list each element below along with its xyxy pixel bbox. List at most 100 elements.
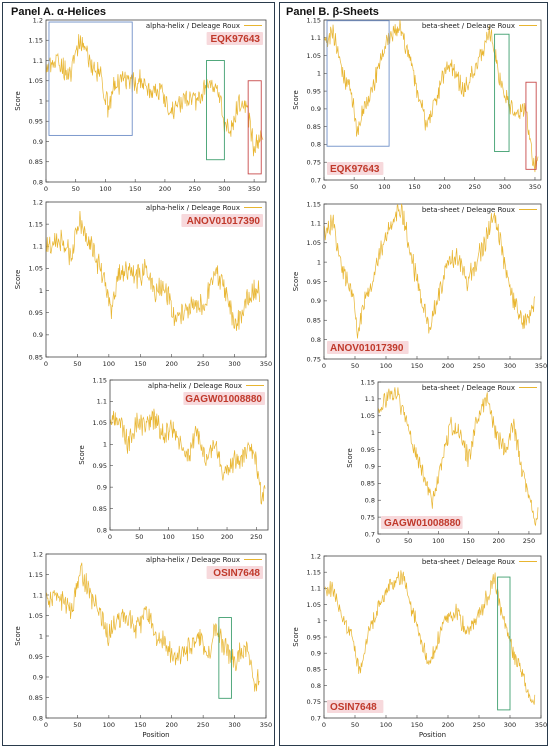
x-tick-label: 100 bbox=[103, 721, 115, 729]
sequence-id-label: OSIN7648 bbox=[213, 568, 260, 579]
y-tick-label: 1.05 bbox=[29, 77, 43, 85]
x-tick-label: 0 bbox=[322, 362, 326, 370]
y-tick-label: 0.95 bbox=[307, 278, 321, 286]
sequence-id-background bbox=[206, 32, 263, 45]
x-tick-label: 50 bbox=[73, 360, 81, 368]
x-tick-label: 0 bbox=[44, 721, 48, 729]
sequence-id-background bbox=[206, 566, 263, 579]
x-tick-label: 200 bbox=[159, 185, 171, 193]
x-tick-label: 50 bbox=[351, 721, 359, 729]
legend-label: alpha-helix / Deleage Roux bbox=[146, 204, 240, 212]
x-tick-label: 350 bbox=[535, 362, 547, 370]
y-tick-label: 1.1 bbox=[33, 57, 43, 65]
highlight-box-green bbox=[497, 576, 511, 711]
x-tick-label: 300 bbox=[218, 185, 230, 193]
y-tick-label: 0.85 bbox=[29, 158, 43, 166]
y-tick-label: 0.95 bbox=[29, 653, 43, 661]
chart-a2-alpha-anov01017390: 0.85 0.9 0.95 1 1.05 1.1 1.15 1.2 0 50 100 150 200 25… bbox=[14, 198, 272, 368]
y-tick-label: 1.1 bbox=[311, 220, 321, 228]
x-tick-label: 250 bbox=[468, 183, 480, 191]
y-tick-label: 0.8 bbox=[311, 682, 321, 690]
y-tick-label: 0.85 bbox=[93, 505, 107, 513]
sequence-id-background bbox=[181, 214, 263, 227]
plot-frame bbox=[323, 555, 542, 719]
y-tick-label: 1.2 bbox=[33, 16, 43, 24]
y-tick-label: 0.85 bbox=[307, 666, 321, 674]
x-tick-label: 250 bbox=[188, 185, 200, 193]
x-tick-label: 0 bbox=[322, 721, 326, 729]
y-tick-label: 0.95 bbox=[361, 446, 375, 454]
chart-a1-alpha-eqk97643: 0.8 0.85 0.9 0.95 1 1.05 1.1 1.15 1.2 0 50 100 150 20… bbox=[14, 16, 267, 193]
y-tick-label: 0.75 bbox=[307, 698, 321, 706]
x-axis-label: Position bbox=[142, 731, 169, 739]
chart-b3-beta-gagw01008880: 0.7 0.75 0.8 0.85 0.9 0.95 1 1.05 1.1 1.15 0 50 100 1… bbox=[346, 378, 542, 545]
y-axis-label: Score bbox=[14, 91, 22, 111]
x-tick-label: 50 bbox=[404, 537, 412, 545]
y-tick-label: 1.05 bbox=[361, 412, 375, 420]
legend-label: alpha-helix / Deleage Roux bbox=[146, 22, 240, 30]
sequence-id-background bbox=[183, 392, 265, 405]
x-tick-label: 150 bbox=[134, 721, 146, 729]
sequence-id-label: EQK97643 bbox=[330, 164, 380, 175]
score-series-line bbox=[324, 203, 536, 339]
highlight-box-green bbox=[206, 60, 225, 161]
legend-label: beta-sheet / Deleage Roux bbox=[422, 384, 515, 392]
score-series-line bbox=[378, 387, 539, 527]
highlight-box-green bbox=[494, 33, 510, 153]
y-tick-label: 1.15 bbox=[29, 37, 43, 45]
x-tick-label: 300 bbox=[228, 360, 240, 368]
y-tick-label: 1 bbox=[39, 287, 43, 295]
x-tick-label: 300 bbox=[499, 183, 511, 191]
sequence-id-label: ANOV01017390 bbox=[330, 343, 404, 354]
y-tick-label: 1 bbox=[317, 617, 321, 625]
sequence-id-background bbox=[327, 162, 384, 175]
y-tick-label: 1.15 bbox=[307, 16, 321, 24]
y-tick-label: 0.8 bbox=[97, 526, 107, 534]
x-tick-label: 350 bbox=[529, 183, 541, 191]
legend-label: beta-sheet / Deleage Roux bbox=[422, 558, 515, 566]
y-tick-label: 1.15 bbox=[307, 569, 321, 577]
x-tick-label: 350 bbox=[248, 185, 260, 193]
y-tick-label: 1.2 bbox=[311, 552, 321, 560]
x-tick-label: 150 bbox=[411, 362, 423, 370]
sequence-id-label: OSIN7648 bbox=[330, 702, 377, 713]
sequence-id-label: EQK97643 bbox=[211, 34, 261, 45]
x-tick-label: 300 bbox=[504, 721, 516, 729]
panel-a-title: Panel A. α-Helices bbox=[11, 6, 107, 18]
chart-b4-beta-osin7648: 0.7 0.75 0.8 0.85 0.9 0.95 1 1.05 1.1 1.15 1.2 0 50 1… bbox=[292, 552, 547, 739]
score-series-line bbox=[46, 562, 260, 692]
sequence-id-background bbox=[327, 700, 384, 713]
chart-a3-alpha-gagw01008880: 0.8 0.85 0.9 0.95 1 1.05 1.1 1.15 0 50 100 150 200 25… bbox=[78, 376, 269, 541]
legend-label: alpha-helix / Deleage Roux bbox=[148, 382, 242, 390]
y-tick-label: 1.1 bbox=[97, 398, 107, 406]
y-axis-label: Score bbox=[78, 445, 86, 465]
y-tick-label: 1.05 bbox=[29, 265, 43, 273]
x-tick-label: 0 bbox=[322, 183, 326, 191]
y-tick-label: 1.05 bbox=[29, 612, 43, 620]
y-tick-label: 1.1 bbox=[365, 395, 375, 403]
chart-b1-beta-eqk97643: 0.7 0.75 0.8 0.85 0.9 0.95 1 1.05 1.1 1.15 0 50 100 1… bbox=[292, 16, 542, 191]
plot-frame bbox=[377, 381, 542, 535]
x-tick-label: 50 bbox=[351, 362, 359, 370]
y-tick-label: 0.9 bbox=[311, 650, 321, 658]
chart-b2-beta-anov01017390: 0.75 0.8 0.85 0.9 0.95 1 1.05 1.1 1.15 0 50 100 150 2… bbox=[292, 200, 547, 370]
x-tick-label: 350 bbox=[260, 721, 272, 729]
y-tick-label: 0.8 bbox=[33, 178, 43, 186]
x-tick-label: 100 bbox=[380, 721, 392, 729]
x-tick-label: 250 bbox=[473, 721, 485, 729]
y-tick-label: 0.8 bbox=[311, 336, 321, 344]
y-tick-label: 0.95 bbox=[93, 462, 107, 470]
y-tick-label: 1 bbox=[39, 632, 43, 640]
x-tick-label: 150 bbox=[134, 360, 146, 368]
y-tick-label: 1 bbox=[371, 429, 375, 437]
y-axis-label: Score bbox=[292, 627, 300, 647]
x-tick-label: 200 bbox=[442, 721, 454, 729]
y-tick-label: 0.9 bbox=[311, 297, 321, 305]
y-tick-label: 0.95 bbox=[29, 309, 43, 317]
score-series-line bbox=[110, 408, 266, 505]
panel-b-beta-sheets: Panel B. β-Sheets bbox=[279, 2, 548, 746]
y-tick-label: 1 bbox=[317, 70, 321, 78]
panel-a-alpha-helices: Panel A. α-Helices bbox=[2, 2, 275, 746]
score-series-line bbox=[46, 210, 261, 331]
x-tick-label: 250 bbox=[523, 537, 535, 545]
